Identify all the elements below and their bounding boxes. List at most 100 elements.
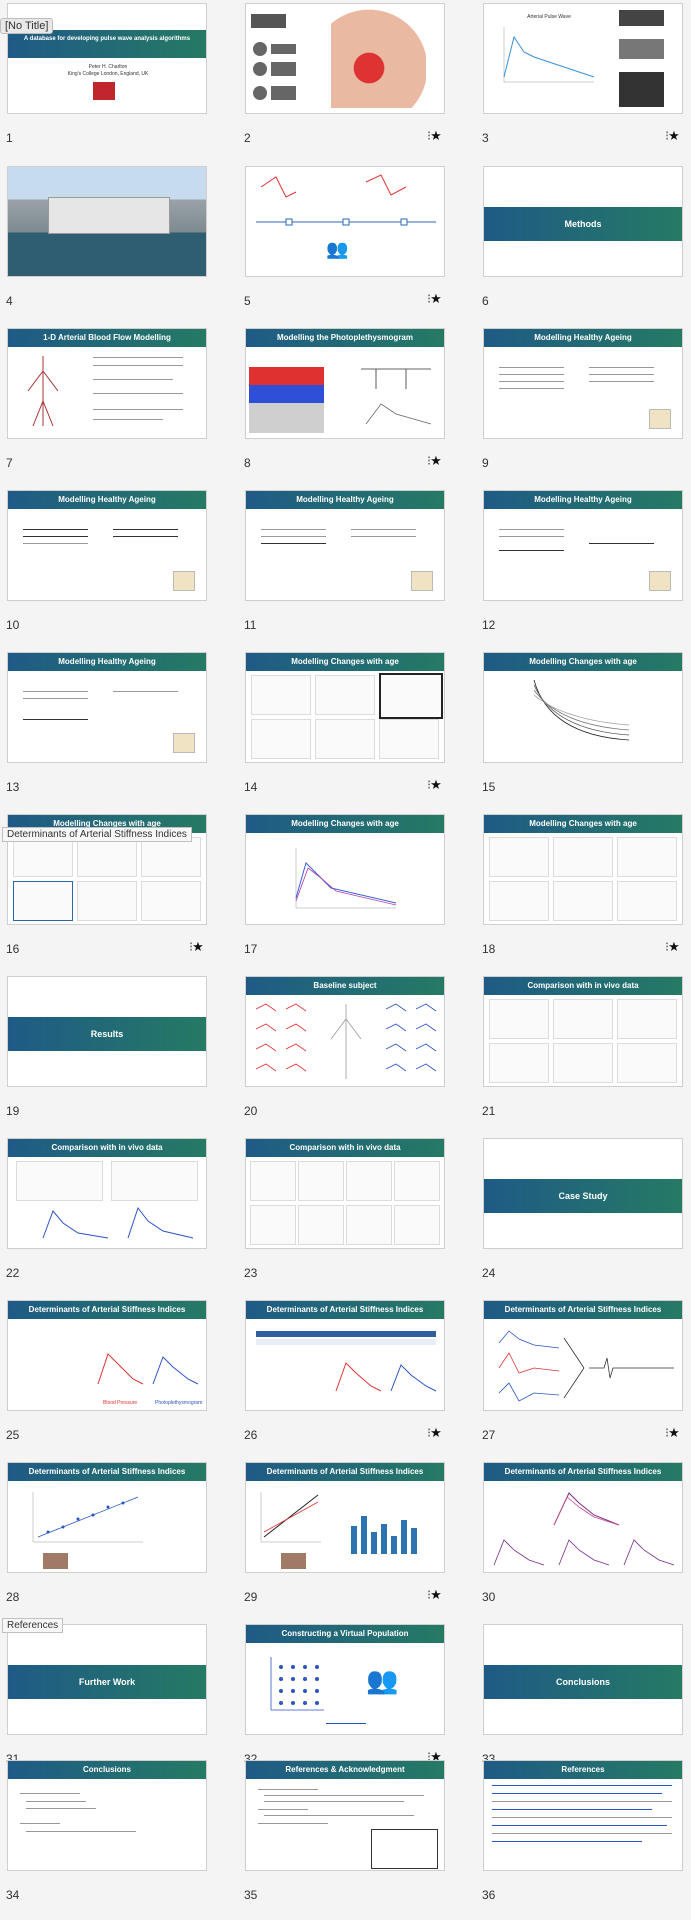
slide-cell-26[interactable]: Determinants of Arterial Stiffness Indic…	[244, 1300, 445, 1460]
text-line	[23, 536, 88, 537]
slide-thumb-30[interactable]: Determinants of Arterial Stiffness Indic…	[483, 1462, 683, 1573]
slide-cell-7[interactable]: 1-D Arterial Blood Flow Modelling 7	[6, 328, 207, 488]
slide-number: 10	[6, 618, 20, 632]
reference-line	[492, 1833, 672, 1834]
slide-cell-16[interactable]: Modelling Changes with age Determinants …	[2, 814, 207, 974]
slide-cell-34[interactable]: Conclusions 34	[6, 1760, 207, 1920]
slide-title: Further Work	[8, 1665, 206, 1699]
reference-line	[492, 1809, 652, 1810]
star-icon[interactable]: ⁝★	[427, 128, 442, 143]
slide-thumb-33[interactable]: Conclusions	[483, 1624, 683, 1735]
paper-icon	[411, 571, 433, 591]
slide-cell-8[interactable]: Modelling the Photoplethysmogram 8 ⁝★	[244, 328, 445, 488]
slide-thumb-28[interactable]: Determinants of Arterial Stiffness Indic…	[7, 1462, 207, 1573]
slide-cell-29[interactable]: Determinants of Arterial Stiffness Indic…	[244, 1462, 445, 1622]
slide-cell-33[interactable]: Conclusions 33	[482, 1624, 683, 1784]
slide-thumb-17[interactable]: Modelling Changes with age	[245, 814, 445, 925]
slide-cell-3[interactable]: Arterial Pulse Wave 3 ⁝★	[482, 3, 683, 163]
slide-thumb-34[interactable]: Conclusions	[7, 1760, 207, 1871]
slide-cell-6[interactable]: Methods 6	[482, 166, 683, 326]
slide-cell-11[interactable]: Modelling Healthy Ageing 11	[244, 490, 445, 650]
slide-cell-23[interactable]: Comparison with in vivo data 23	[244, 1138, 445, 1298]
star-icon[interactable]: ⁝★	[189, 939, 204, 954]
chart-panel	[315, 675, 375, 715]
slide-cell-28[interactable]: Determinants of Arterial Stiffness Indic…	[6, 1462, 207, 1622]
slide-cell-27[interactable]: Determinants of Arterial Stiffness Indic…	[482, 1300, 683, 1460]
star-icon[interactable]: ⁝★	[427, 453, 442, 468]
slide-thumb-36[interactable]: References	[483, 1760, 683, 1871]
slide-thumb-31[interactable]: Further Work	[7, 1624, 207, 1735]
slide-cell-22[interactable]: Comparison with in vivo data 22	[6, 1138, 207, 1298]
reference-line	[492, 1793, 662, 1794]
slide-thumb-14[interactable]: Modelling Changes with age	[245, 652, 445, 763]
slide-cell-9[interactable]: Modelling Healthy Ageing 9	[482, 328, 683, 488]
slide-thumb-32[interactable]: Constructing a Virtual Population 👥	[245, 1624, 445, 1735]
slide-thumb-27[interactable]: Determinants of Arterial Stiffness Indic…	[483, 1300, 683, 1411]
slide-title: Modelling Changes with age	[246, 653, 444, 671]
star-icon[interactable]: ⁝★	[665, 128, 680, 143]
slide-thumb-18[interactable]: Modelling Changes with age	[483, 814, 683, 925]
text-line	[589, 543, 654, 544]
slide-thumb-24[interactable]: Case Study	[483, 1138, 683, 1249]
slide-thumb-9[interactable]: Modelling Healthy Ageing	[483, 328, 683, 439]
slide-thumb-23[interactable]: Comparison with in vivo data	[245, 1138, 445, 1249]
slide-cell-14[interactable]: Modelling Changes with age 14 ⁝★	[244, 652, 445, 812]
slide-thumb-10[interactable]: Modelling Healthy Ageing	[7, 490, 207, 601]
slide-cell-12[interactable]: Modelling Healthy Ageing 12	[482, 490, 683, 650]
slide-cell-13[interactable]: Modelling Healthy Ageing 13	[6, 652, 207, 812]
slide-cell-10[interactable]: Modelling Healthy Ageing 10	[6, 490, 207, 650]
text-line	[23, 543, 88, 544]
slide-cell-32[interactable]: Constructing a Virtual Population 👥 32 ⁝…	[244, 1624, 445, 1784]
slide-thumb-8[interactable]: Modelling the Photoplethysmogram	[245, 328, 445, 439]
slide-cell-18[interactable]: Modelling Changes with age 18 ⁝★	[482, 814, 683, 974]
slide-thumb-4[interactable]	[7, 166, 207, 277]
slide-thumb-19[interactable]: Results	[7, 976, 207, 1087]
slide-thumb-26[interactable]: Determinants of Arterial Stiffness Indic…	[245, 1300, 445, 1411]
star-icon[interactable]: ⁝★	[427, 1425, 442, 1440]
slide-cell-35[interactable]: References & Acknowledgment 35	[244, 1760, 445, 1920]
link-underline[interactable]	[326, 1723, 366, 1724]
star-icon[interactable]: ⁝★	[427, 777, 442, 792]
slide-thumb-11[interactable]: Modelling Healthy Ageing	[245, 490, 445, 601]
slide-thumb-2[interactable]	[245, 3, 445, 114]
slide-cell-25[interactable]: Determinants of Arterial Stiffness Indic…	[6, 1300, 207, 1460]
slide-number: 25	[6, 1428, 20, 1442]
slide-cell-17[interactable]: Modelling Changes with age 17	[244, 814, 445, 974]
slide-cell-24[interactable]: Case Study 24	[482, 1138, 683, 1298]
reference-line	[492, 1785, 672, 1786]
slide-thumb-7[interactable]: 1-D Arterial Blood Flow Modelling	[7, 328, 207, 439]
star-icon[interactable]: ⁝★	[427, 1587, 442, 1602]
slide-thumb-13[interactable]: Modelling Healthy Ageing	[7, 652, 207, 763]
star-icon[interactable]: ⁝★	[665, 1425, 680, 1440]
slide-thumb-1[interactable]: A database for developing pulse wave ana…	[7, 3, 207, 114]
slide-thumb-22[interactable]: Comparison with in vivo data	[7, 1138, 207, 1249]
text-line	[499, 388, 564, 389]
slide-cell-5[interactable]: 👥 5 ⁝★	[244, 166, 445, 326]
slide-title: 1-D Arterial Blood Flow Modelling	[8, 329, 206, 347]
slide-thumb-6[interactable]: Methods	[483, 166, 683, 277]
slide-thumb-29[interactable]: Determinants of Arterial Stiffness Indic…	[245, 1462, 445, 1573]
slide-cell-21[interactable]: Comparison with in vivo data 21	[482, 976, 683, 1136]
star-icon[interactable]: ⁝★	[665, 939, 680, 954]
slide-thumb-3[interactable]: Arterial Pulse Wave	[483, 3, 683, 114]
slide-cell-31[interactable]: Further Work References 31	[2, 1618, 207, 1784]
slide-cell-2[interactable]: 2 ⁝★	[244, 3, 445, 163]
slide-thumb-21[interactable]: Comparison with in vivo data	[483, 976, 683, 1087]
star-icon[interactable]: ⁝★	[427, 291, 442, 306]
slide-thumb-5[interactable]: 👥	[245, 166, 445, 277]
slide-cell-20[interactable]: Baseline subject 20	[244, 976, 445, 1136]
slide-cell-36[interactable]: References 36	[482, 1760, 683, 1920]
device-image	[619, 10, 664, 26]
slide-cell-19[interactable]: Results 19	[6, 976, 207, 1136]
slide-thumb-15[interactable]: Modelling Changes with age	[483, 652, 683, 763]
slide-thumb-12[interactable]: Modelling Healthy Ageing	[483, 490, 683, 601]
star-icon[interactable]: ⁝★	[427, 1749, 442, 1764]
slide-cell-15[interactable]: Modelling Changes with age 15	[482, 652, 683, 812]
slide-thumb-35[interactable]: References & Acknowledgment	[245, 1760, 445, 1871]
slide-cell-4[interactable]: 4	[6, 166, 207, 326]
slide-number: 30	[482, 1590, 496, 1604]
slide-cell-1[interactable]: A database for developing pulse wave ana…	[6, 3, 207, 163]
slide-thumb-20[interactable]: Baseline subject	[245, 976, 445, 1087]
slide-thumb-25[interactable]: Determinants of Arterial Stiffness Indic…	[7, 1300, 207, 1411]
slide-cell-30[interactable]: Determinants of Arterial Stiffness Indic…	[482, 1462, 683, 1622]
